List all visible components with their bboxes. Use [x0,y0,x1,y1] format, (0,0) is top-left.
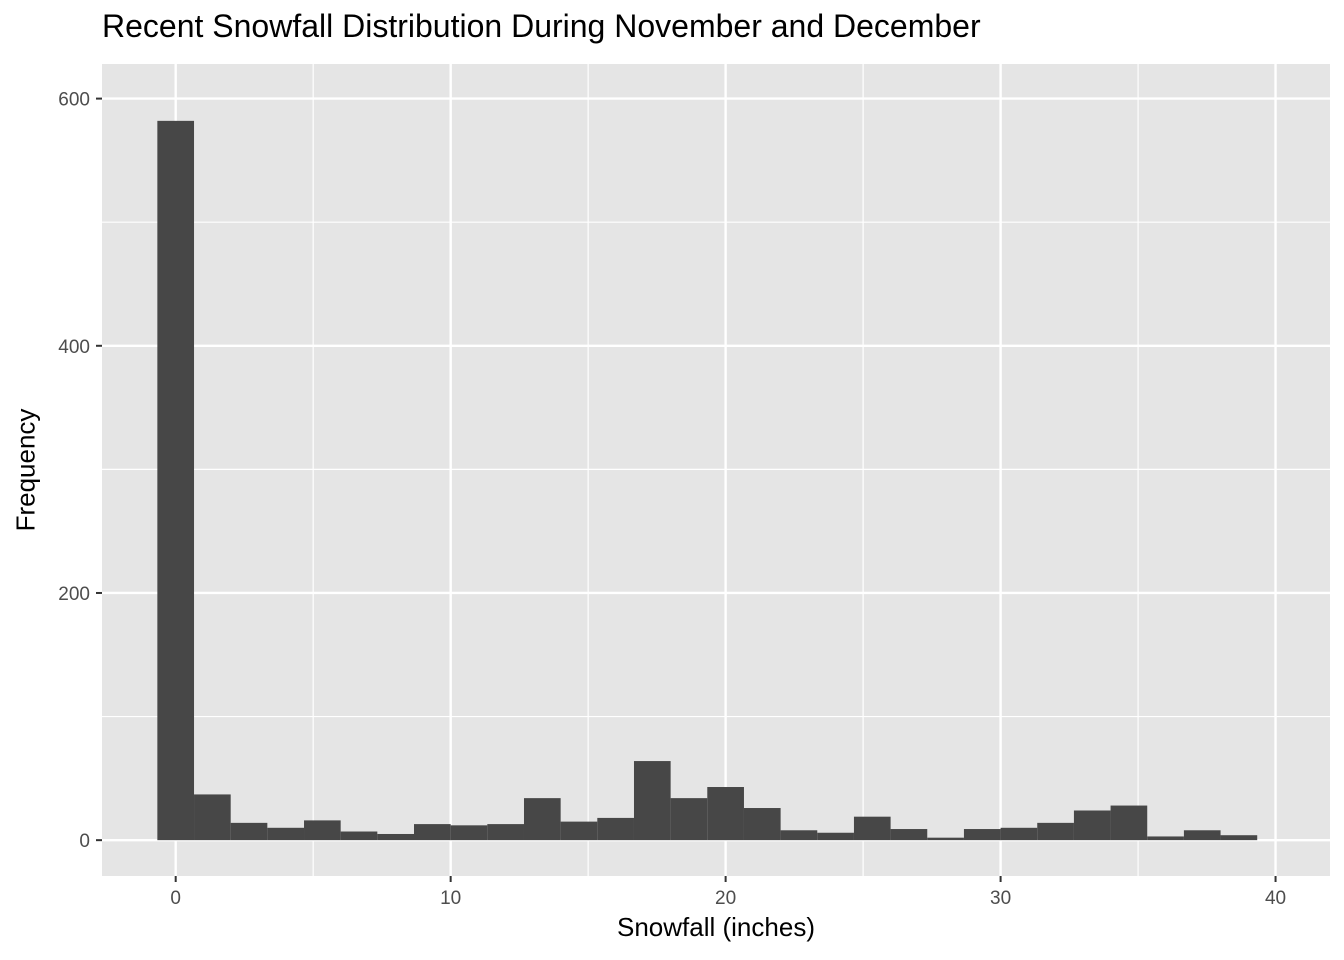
y-tick-label: 0 [79,831,90,852]
x-tick-label: 0 [170,888,181,909]
x-axis-title: Snowfall (inches) [617,912,815,942]
histogram-bar [707,787,744,841]
histogram-bar [560,821,598,841]
histogram-bar [963,829,1001,841]
histogram-bar [853,816,891,841]
histogram-bar [1183,830,1221,841]
y-tick-label: 600 [58,90,90,111]
y-tick-label: 200 [58,584,90,605]
x-tick-label: 30 [990,888,1011,909]
histogram-bar [304,820,341,841]
histogram-bar [1110,805,1148,841]
histogram-bar [230,822,268,841]
histogram-bar [1147,836,1184,841]
histogram-bar [890,829,928,841]
x-tick-label: 20 [715,888,736,909]
histogram-bar [1037,822,1074,841]
histogram-bar [1000,827,1038,841]
histogram-bar [523,798,561,841]
histogram-bar [194,794,231,841]
chart-title: Recent Snowfall Distribution During Nove… [102,8,981,44]
histogram-bar [927,837,964,841]
y-axis: 0 200 400 600 [58,90,102,852]
x-tick-label: 40 [1265,888,1286,909]
histogram-bar [487,824,524,841]
y-tick-label: 400 [58,337,90,358]
histogram-bar [267,827,305,841]
histogram-bar [340,831,378,841]
x-axis: 0 10 20 30 40 [170,876,1286,909]
histogram-bar [1220,835,1258,841]
histogram-bar [597,817,634,841]
x-tick-label: 10 [440,888,461,909]
histogram-bar [743,808,781,841]
histogram-bars [157,120,1258,841]
histogram-bar [670,798,708,841]
histogram-bar [633,761,671,841]
histogram-bar [1073,810,1111,841]
histogram-bar [817,832,854,841]
histogram-bar [450,825,488,841]
histogram-bar [377,833,415,841]
histogram-bar [780,830,818,841]
plot-panel [102,64,1330,876]
minor-gridlines [102,64,1330,876]
histogram-bar [157,120,195,841]
histogram-bar [414,824,451,841]
